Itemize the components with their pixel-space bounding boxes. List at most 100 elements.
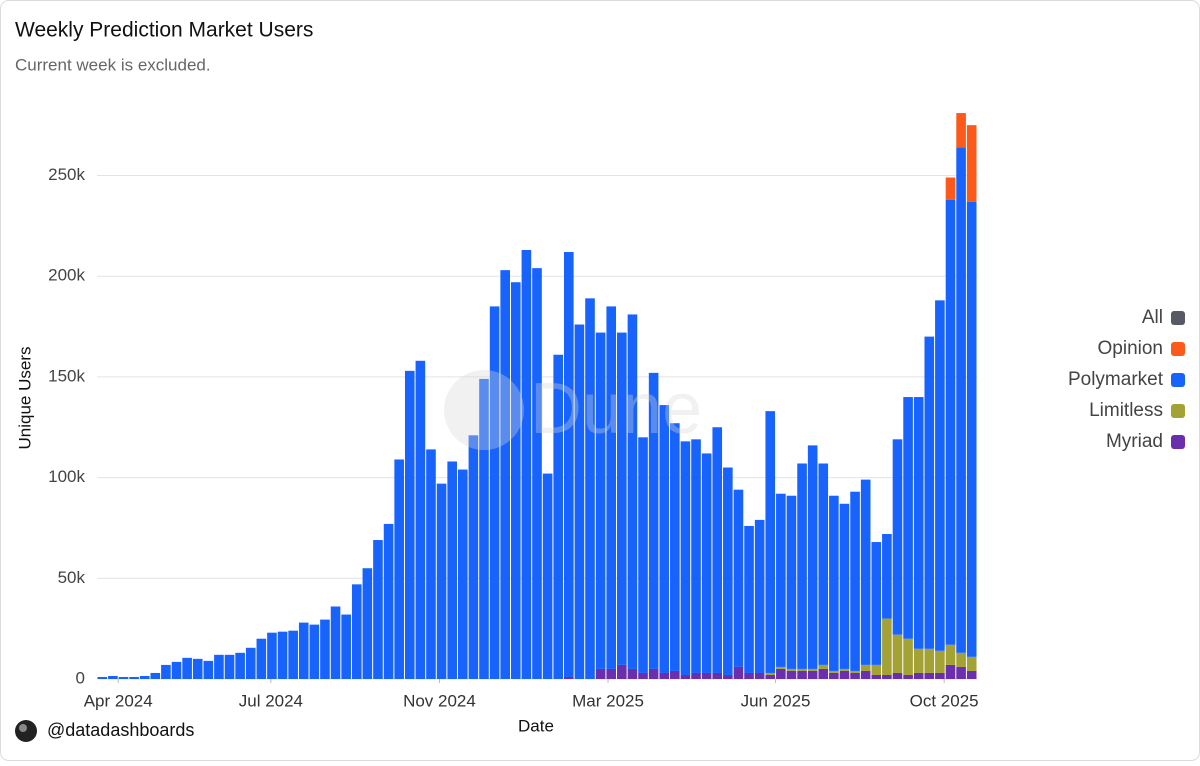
bar-segment	[298, 622, 309, 679]
bar-segment	[871, 542, 882, 665]
y-tick-label: 200k	[48, 266, 85, 285]
bar-segment	[871, 674, 882, 679]
y-axis-title: Unique Users	[15, 347, 34, 450]
bar-segment	[510, 282, 521, 679]
bar-segment	[733, 489, 744, 667]
bar-segment	[691, 672, 701, 679]
bar-segment	[776, 493, 786, 667]
bar-segment	[829, 495, 839, 671]
bar-segment	[532, 268, 542, 679]
credit-icon	[15, 720, 37, 742]
bar-segment	[913, 648, 924, 673]
bar-segment	[712, 427, 723, 673]
bar-segment	[309, 624, 320, 679]
bar-segment	[267, 632, 277, 679]
bar-segment	[786, 670, 797, 679]
x-tick-label: Oct 2025	[910, 691, 979, 710]
bar-segment	[871, 664, 882, 675]
bar-segment	[786, 668, 797, 671]
bar-segment	[956, 666, 966, 679]
bar-segment	[638, 437, 648, 673]
chart-title: Weekly Prediction Market Users	[15, 19, 313, 42]
bar-segment	[606, 306, 617, 669]
bar-segment	[956, 113, 966, 148]
bar-segment	[935, 672, 945, 679]
y-tick-label: 0	[76, 668, 85, 687]
bar-segment	[829, 670, 839, 673]
bar-segment	[797, 668, 807, 671]
bar-segment	[892, 634, 903, 673]
bar-segment	[733, 666, 744, 679]
bar-segment	[214, 654, 224, 679]
bar-segment	[818, 664, 829, 669]
bar-segment	[818, 668, 829, 679]
bar-segment	[850, 670, 860, 673]
bar-segment	[924, 336, 935, 649]
x-tick-label: Nov 2024	[403, 691, 476, 710]
bar-segment	[256, 638, 267, 679]
bar-segment	[489, 306, 500, 679]
bar-segment	[617, 332, 627, 665]
bar-segment	[882, 533, 892, 619]
bar-segment	[245, 647, 256, 679]
bar-segment	[945, 664, 956, 679]
legend-label: Limitless	[1089, 400, 1163, 421]
bar-segment	[935, 650, 945, 673]
bar-segment	[320, 619, 330, 679]
bar-segment	[860, 664, 871, 671]
bar-segment	[797, 463, 807, 669]
bar-segment	[903, 397, 913, 639]
bar-segment	[139, 675, 150, 679]
bar-segment	[404, 370, 415, 679]
bar-segment	[956, 652, 966, 667]
bar-segment	[860, 670, 871, 679]
bar-segment	[913, 397, 924, 649]
bar-segment	[129, 676, 139, 679]
bar-segment	[839, 668, 850, 671]
bar-segment	[659, 672, 670, 679]
bar-segment	[542, 473, 553, 679]
bar-segment	[924, 648, 935, 673]
bar-segment	[351, 584, 362, 679]
legend-swatch	[1171, 435, 1185, 449]
bar-segment	[765, 672, 776, 675]
bar-segment	[913, 672, 924, 679]
x-tick-label: Jul 2024	[239, 691, 303, 710]
bar-segment	[150, 672, 161, 679]
overlay: Dune All Opinion Polymarket Limitless Myriad	[444, 307, 1185, 452]
bar-segment	[754, 519, 765, 673]
bar-segment	[595, 332, 606, 669]
bar-segment	[108, 675, 118, 679]
bar-segment	[648, 372, 659, 669]
bar-segment	[723, 674, 733, 679]
legend-label: Opinion	[1098, 338, 1164, 359]
bar-segment	[468, 435, 479, 679]
bar-segment	[776, 666, 786, 669]
bar-segment	[744, 672, 754, 679]
bar-segment	[807, 670, 818, 679]
bar-segment	[935, 300, 945, 651]
bar-segment	[203, 660, 214, 679]
x-tick-label: Jun 2025	[741, 691, 811, 710]
bar-segment	[627, 668, 638, 679]
legend-label: All	[1142, 307, 1163, 328]
y-tick-label: 100k	[48, 467, 85, 486]
bar-segment	[595, 668, 606, 679]
legend-label: Polymarket	[1068, 369, 1164, 390]
bar-segment	[829, 672, 839, 679]
chart-subtitle: Current week is excluded.	[15, 55, 211, 74]
bar-segment	[956, 147, 966, 653]
bar-segment	[903, 638, 913, 675]
legend-swatch	[1171, 373, 1185, 387]
legend-swatch	[1171, 404, 1185, 418]
bar-segment	[966, 201, 977, 657]
bar-segment	[606, 668, 617, 679]
bar-segment	[776, 668, 786, 679]
bar-segment	[945, 644, 956, 665]
bar-segment	[341, 614, 351, 679]
legend-swatch	[1171, 342, 1185, 356]
bar-segment	[224, 654, 235, 679]
bar-segment	[807, 445, 818, 669]
bar-segment	[882, 618, 892, 675]
